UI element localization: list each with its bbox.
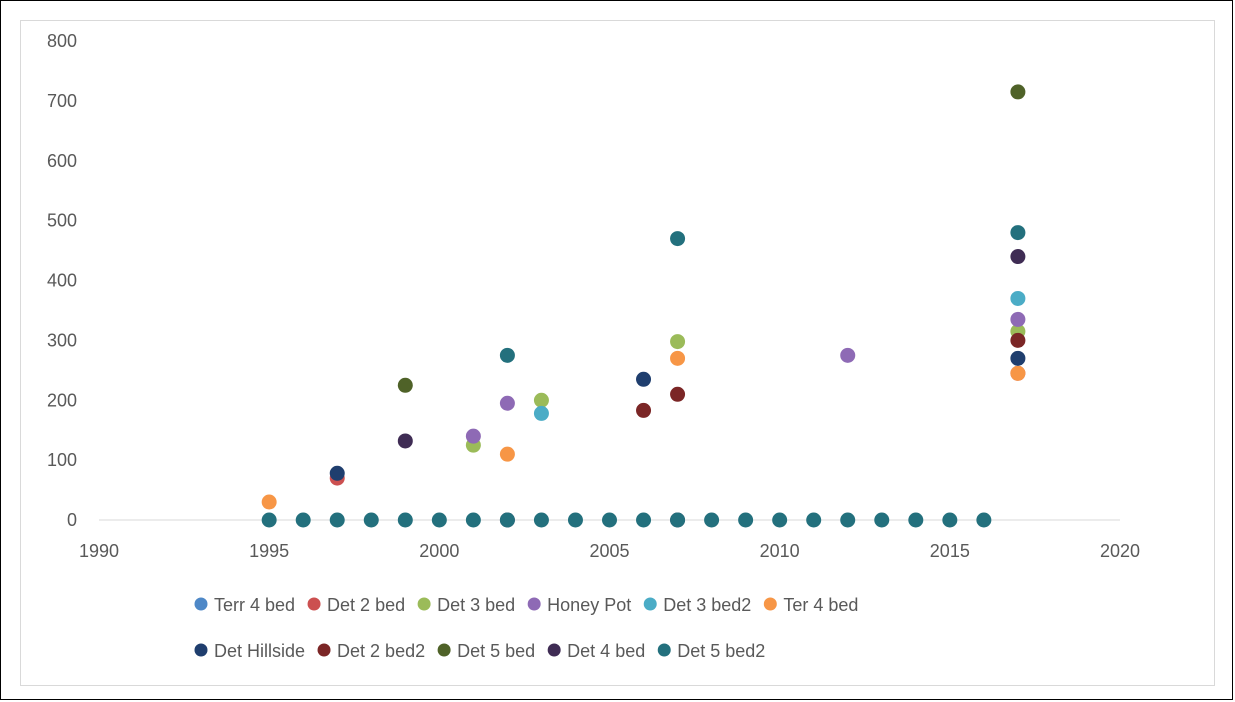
- data-point: [670, 386, 686, 402]
- data-point: [363, 512, 379, 528]
- data-point: [431, 512, 447, 528]
- y-tick-label: 100: [47, 450, 77, 470]
- data-point: [636, 402, 652, 418]
- y-tick-label: 400: [47, 271, 77, 291]
- data-point: [670, 231, 686, 247]
- data-point: [1010, 290, 1026, 306]
- legend-label: Terr 4 bed: [214, 595, 295, 615]
- legend-label: Det 5 bed2: [677, 641, 765, 661]
- legend-marker: [763, 597, 777, 611]
- data-point: [840, 347, 856, 363]
- data-point: [397, 377, 413, 393]
- x-tick-label: 2000: [419, 541, 459, 561]
- data-point: [397, 512, 413, 528]
- legend-label: Det 4 bed: [567, 641, 645, 661]
- data-point: [533, 512, 549, 528]
- data-point: [772, 512, 788, 528]
- data-point: [295, 512, 311, 528]
- data-point: [636, 371, 652, 387]
- chart-area: [20, 20, 1215, 686]
- data-point: [670, 512, 686, 528]
- y-tick-label: 200: [47, 390, 77, 410]
- y-tick-label: 700: [47, 91, 77, 111]
- legend-marker: [194, 643, 208, 657]
- legend-label: Det 5 bed: [457, 641, 535, 661]
- data-point: [670, 350, 686, 366]
- legend-marker: [643, 597, 657, 611]
- y-tick-label: 0: [67, 510, 77, 530]
- legend-label: Honey Pot: [547, 595, 631, 615]
- data-point: [1010, 225, 1026, 241]
- y-tick-label: 300: [47, 330, 77, 350]
- data-point: [908, 512, 924, 528]
- data-point: [567, 512, 583, 528]
- legend-marker: [307, 597, 321, 611]
- data-point: [465, 512, 481, 528]
- data-point: [465, 428, 481, 444]
- legend-label: Det Hillside: [214, 641, 305, 661]
- data-point: [976, 512, 992, 528]
- data-point: [329, 465, 345, 481]
- data-point: [636, 512, 652, 528]
- data-point: [533, 405, 549, 421]
- x-tick-label: 2020: [1100, 541, 1140, 561]
- data-point: [840, 512, 856, 528]
- data-point: [499, 395, 515, 411]
- data-point: [602, 512, 617, 528]
- data-point: [261, 494, 277, 510]
- y-tick-label: 800: [47, 31, 77, 51]
- x-tick-label: 2010: [760, 541, 800, 561]
- points-layer: [261, 84, 1026, 528]
- y-tick-label: 500: [47, 211, 77, 231]
- data-point: [1010, 249, 1026, 265]
- data-point: [499, 512, 515, 528]
- legend-label: Ter 4 bed: [783, 595, 858, 615]
- x-tick-label: 1995: [249, 541, 289, 561]
- data-point: [1010, 350, 1026, 366]
- data-point: [499, 347, 515, 363]
- data-point: [874, 512, 890, 528]
- x-tick-label: 2015: [930, 541, 970, 561]
- legend-marker: [417, 597, 431, 611]
- data-point: [533, 392, 549, 408]
- legend-marker: [194, 597, 208, 611]
- legend-marker: [437, 643, 451, 657]
- data-point: [1010, 84, 1026, 100]
- data-point: [1010, 332, 1026, 348]
- x-tick-label: 1990: [79, 541, 119, 561]
- legend-label: Det 3 bed: [437, 595, 515, 615]
- data-point: [499, 446, 515, 462]
- data-point: [1010, 365, 1026, 381]
- legend-label: Det 2 bed2: [337, 641, 425, 661]
- legend-label: Det 3 bed2: [663, 595, 751, 615]
- data-point: [329, 512, 345, 528]
- axis-layer: 0 100 200 300 400 500 600 700 800 1990 1995 2000 200…: [47, 31, 1140, 561]
- legend-layer: Terr 4 bed Det 2 bed Det 3 bed Honey Pot Det…: [194, 595, 858, 661]
- legend-marker: [317, 643, 331, 657]
- legend-marker: [527, 597, 541, 611]
- data-point: [397, 433, 413, 449]
- data-point: [704, 512, 720, 528]
- data-point: [1010, 311, 1026, 327]
- data-point: [942, 512, 958, 528]
- legend-marker: [657, 643, 671, 657]
- legend-label: Det 2 bed: [327, 595, 405, 615]
- legend-marker: [547, 643, 561, 657]
- data-point: [261, 512, 277, 528]
- data-point: [670, 334, 686, 350]
- x-tick-label: 2005: [589, 541, 629, 561]
- data-point: [738, 512, 754, 528]
- y-tick-label: 600: [47, 151, 77, 171]
- data-point: [806, 512, 822, 528]
